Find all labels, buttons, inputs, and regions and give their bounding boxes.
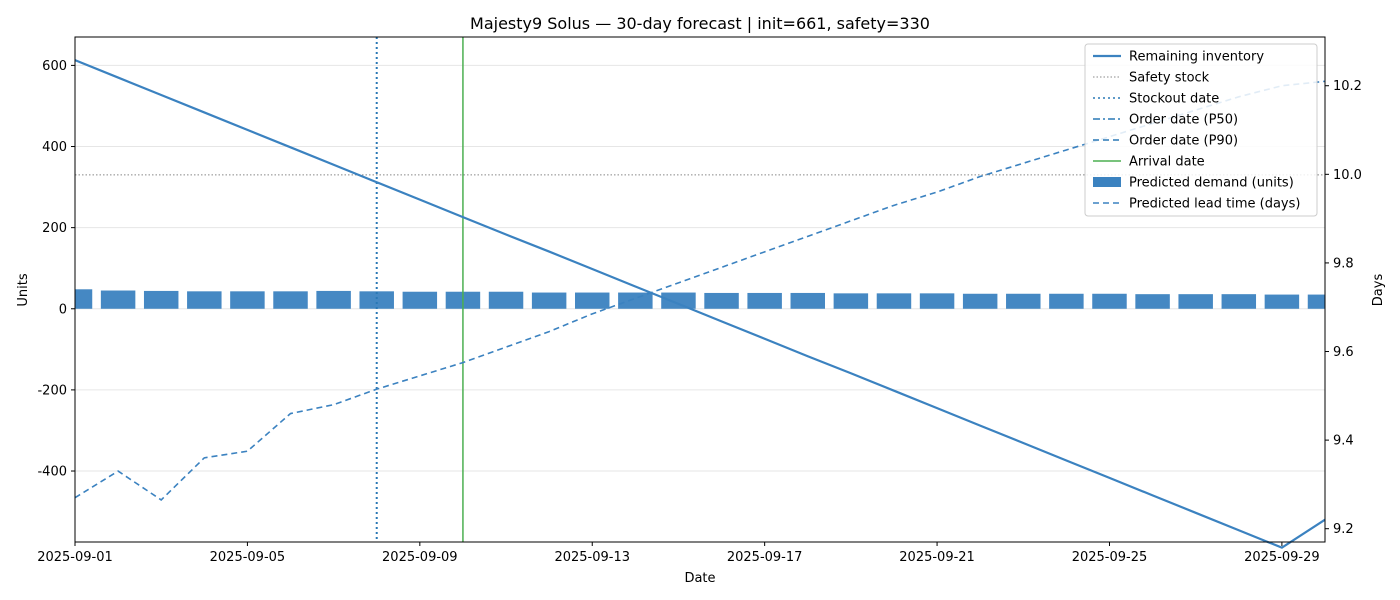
demand-bar [1307,294,1325,309]
demand-bar [100,290,136,309]
demand-bar [531,292,567,309]
y2-tick-label: 9.4 [1333,434,1354,449]
series-lines [74,59,1326,549]
x-tick-label: 2025-09-25 [1072,550,1148,565]
legend-label: Stockout date [1129,92,1219,107]
legend-label: Arrival date [1129,155,1205,170]
demand-bar [187,291,222,309]
x-axis-label: Date [684,571,715,586]
demand-bar [747,292,782,309]
demand-bar [876,293,912,309]
x-tick-label: 2025-09-29 [1244,550,1320,565]
x-tick-label: 2025-09-21 [899,550,975,565]
x-tick-label: 2025-09-05 [210,550,286,565]
legend-label: Predicted demand (units) [1129,176,1294,191]
chart-title: Majesty9 Solus — 30-day forecast | init=… [470,14,930,33]
y-axis-label: Units [16,273,31,306]
y2-tick-label: 10.0 [1333,168,1362,183]
x-tick-label: 2025-09-09 [382,550,458,565]
y-axis-right: 9.2 9.4 9.6 9.8 10.0 10.2 [1325,79,1362,537]
demand-bar [1006,293,1041,309]
lead-time-line [74,80,1326,501]
demand-bar [402,291,438,309]
y2-axis-label: Days [1371,274,1386,307]
y2-tick-label: 9.6 [1333,345,1354,360]
legend: Remaining inventory Safety stock Stockout … [1084,43,1318,217]
demand-bar [488,291,524,309]
demand-bar [919,293,955,309]
x-tick-label: 2025-09-17 [727,550,803,565]
plot-frame [74,36,1326,543]
legend-swatch [1093,177,1121,187]
y-tick-label: -200 [37,383,67,398]
reference-lines [75,37,1325,542]
inventory-line [74,59,1326,549]
demand-bar [704,292,739,309]
demand-bar [143,290,179,309]
demand-bar [833,293,869,309]
y2-tick-label: 9.8 [1333,256,1354,271]
demand-bar [1221,294,1257,309]
demand-bar [1264,294,1300,309]
legend-label: Remaining inventory [1129,50,1264,65]
demand-bar [790,292,825,309]
demand-bar [75,289,93,309]
demand-bar [1092,293,1127,309]
demand-bar [230,291,265,309]
y2-tick-label: 10.2 [1333,79,1362,94]
legend-label: Order date (P50) [1129,113,1238,128]
demand-bar [575,292,610,309]
y2-tick-label: 9.2 [1333,522,1354,537]
demand-bar [661,292,696,309]
legend-label: Order date (P90) [1129,134,1238,149]
demand-bar [1178,294,1213,309]
demand-bars [75,289,1325,309]
demand-bar [1135,294,1170,309]
y-tick-label: 400 [42,140,67,155]
demand-bar [618,292,653,309]
legend-label: Predicted lead time (days) [1129,197,1300,212]
demand-bar [1049,293,1084,309]
legend-label: Safety stock [1129,71,1210,86]
y-tick-label: 200 [42,221,67,236]
x-tick-label: 2025-09-01 [37,550,113,565]
y-tick-label: -400 [37,465,67,480]
y-tick-label: 600 [42,59,67,74]
x-axis: 2025-09-01 2025-09-05 2025-09-09 2025-09-13… [37,542,1320,565]
demand-bar [359,291,394,309]
y-axis-left: -400 -200 0 200 400 600 [37,59,75,480]
demand-bar [273,291,308,309]
demand-bar [316,290,351,309]
demand-bar [962,293,998,309]
legend-box [1084,43,1318,217]
y-tick-label: 0 [59,302,67,317]
x-tick-label: 2025-09-13 [554,550,630,565]
